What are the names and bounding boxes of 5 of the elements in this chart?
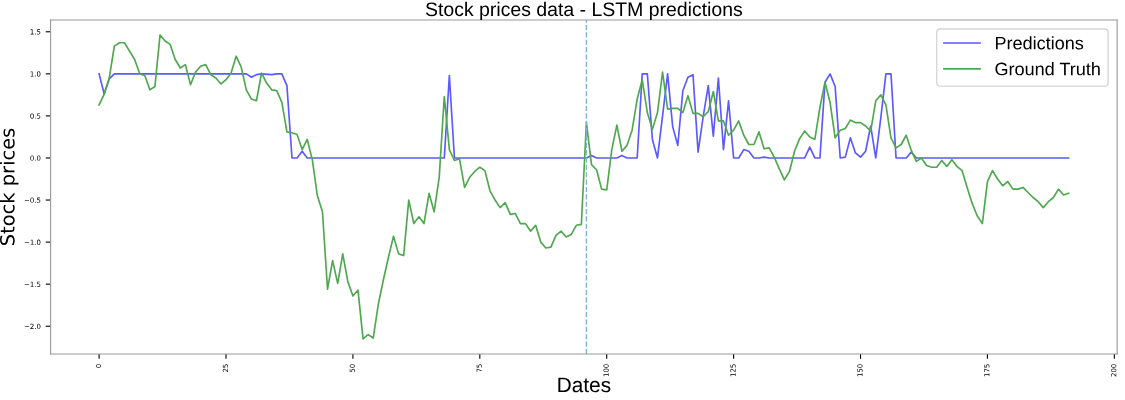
y-axis-title: Stock prices <box>0 128 19 245</box>
legend-label: Ground Truth <box>995 62 1100 76</box>
legend-label: Predictions <box>995 36 1084 50</box>
chart-title: Stock prices data - LSTM predictions <box>425 1 743 20</box>
x-axis-title: Dates <box>558 377 611 393</box>
